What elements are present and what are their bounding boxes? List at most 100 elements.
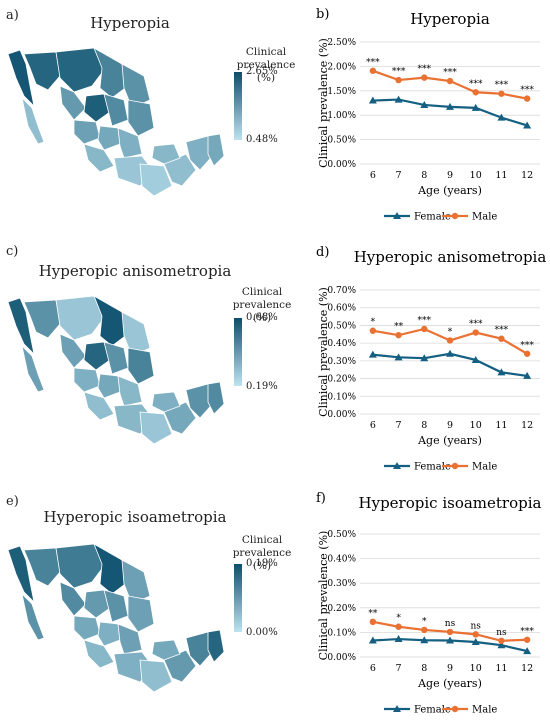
map-region bbox=[73, 367, 101, 393]
series-line-female bbox=[372, 352, 528, 378]
x-tick-label: 6 bbox=[370, 420, 376, 431]
data-point-female bbox=[394, 95, 403, 103]
x-tick-label: 12 bbox=[521, 663, 533, 674]
map-region bbox=[7, 297, 35, 356]
significance-label: *** bbox=[418, 65, 432, 75]
map-title-a: Hyperopia bbox=[90, 14, 170, 32]
data-point-female bbox=[368, 350, 377, 358]
x-tick-label: 7 bbox=[396, 170, 402, 181]
data-point-male bbox=[472, 89, 479, 96]
significance-label: *** bbox=[418, 316, 432, 326]
map-region bbox=[117, 623, 143, 655]
scale-min-c: 0.19% bbox=[246, 381, 278, 392]
data-point-female bbox=[394, 353, 403, 361]
x-axis-label: Age (years) bbox=[417, 434, 482, 447]
y-tick-label: 0.50% bbox=[327, 530, 356, 540]
data-point-female bbox=[420, 100, 429, 108]
color-scale-bar-e bbox=[234, 564, 242, 632]
data-point-male bbox=[498, 335, 505, 342]
data-point-female bbox=[368, 96, 377, 104]
scale-title-a: Clinical prevalence (%) bbox=[236, 46, 296, 84]
y-axis-label: Clinical prevalence (%) bbox=[317, 531, 330, 661]
y-tick-label: 0.00% bbox=[327, 653, 356, 663]
x-axis-label: Age (years) bbox=[417, 677, 482, 690]
data-point-female bbox=[471, 637, 480, 645]
map-region bbox=[139, 411, 173, 445]
x-tick-label: 11 bbox=[495, 663, 507, 674]
map-region bbox=[83, 639, 115, 669]
data-point-male bbox=[472, 631, 479, 638]
color-scale-bar-a bbox=[234, 72, 242, 140]
x-tick-label: 12 bbox=[521, 170, 533, 181]
legend-label: Female bbox=[414, 212, 451, 223]
legend-label: Male bbox=[472, 705, 497, 716]
data-point-female bbox=[471, 103, 480, 111]
data-point-female bbox=[497, 113, 506, 121]
map-region bbox=[83, 391, 115, 421]
data-point-male bbox=[421, 626, 428, 634]
data-point-male bbox=[472, 329, 479, 336]
map-region bbox=[7, 49, 35, 108]
significance-label: * bbox=[396, 614, 401, 624]
scale-max-e: 0.19% bbox=[246, 558, 278, 569]
y-tick-label: 0.50% bbox=[327, 321, 356, 331]
map-region bbox=[207, 133, 225, 167]
x-tick-label: 10 bbox=[470, 420, 482, 431]
map-region bbox=[139, 659, 173, 693]
significance-label: *** bbox=[520, 341, 534, 351]
y-tick-label: 1.00% bbox=[327, 111, 356, 121]
data-point-male bbox=[395, 623, 402, 630]
data-point-male bbox=[369, 618, 377, 626]
y-tick-label: 0.10% bbox=[327, 392, 356, 402]
data-point-female bbox=[497, 641, 506, 649]
map-region bbox=[163, 649, 197, 683]
y-tick-label: 1.50% bbox=[327, 87, 356, 97]
color-scale-bar-c bbox=[234, 318, 242, 386]
map-region bbox=[151, 639, 181, 661]
mexico-map-anisometropia bbox=[7, 295, 225, 445]
map-region bbox=[163, 401, 197, 435]
mexico-map-isoametropia bbox=[7, 543, 225, 693]
y-tick-label: 0.40% bbox=[327, 555, 356, 565]
map-region bbox=[21, 344, 45, 393]
map-region bbox=[117, 375, 143, 407]
x-tick-label: 6 bbox=[370, 170, 376, 181]
map-region bbox=[83, 143, 115, 173]
significance-label: *** bbox=[520, 86, 534, 96]
y-tick-label: 0.50% bbox=[327, 136, 356, 146]
data-point-female bbox=[420, 354, 429, 362]
significance-label: ** bbox=[368, 609, 378, 619]
significance-label: *** bbox=[469, 320, 483, 330]
data-point-male bbox=[395, 76, 402, 84]
legend-marker bbox=[451, 462, 459, 470]
map-region bbox=[117, 127, 143, 159]
y-tick-label: 0.30% bbox=[327, 579, 356, 589]
significance-label: ** bbox=[394, 322, 404, 332]
map-region bbox=[21, 96, 45, 145]
panel-label: f) bbox=[316, 491, 326, 506]
significance-label: *** bbox=[520, 627, 534, 637]
scale-title-c: Clinical prevalence (%) bbox=[232, 286, 292, 324]
data-point-female bbox=[446, 349, 454, 357]
x-tick-label: 9 bbox=[447, 170, 453, 181]
scale-max-a: 2.65% bbox=[246, 66, 278, 77]
y-axis-label: Clinical prevalence (%) bbox=[317, 287, 330, 417]
data-point-female bbox=[420, 636, 429, 644]
data-point-male bbox=[498, 90, 505, 97]
map-region bbox=[83, 93, 111, 123]
map-region bbox=[97, 125, 121, 151]
significance-label: *** bbox=[469, 79, 483, 89]
map-region bbox=[73, 119, 101, 145]
map-region bbox=[21, 592, 45, 641]
y-tick-label: 0.10% bbox=[327, 628, 356, 638]
y-tick-label: 0.00% bbox=[327, 410, 356, 420]
significance-label: ns bbox=[445, 619, 456, 629]
legend-label: Female bbox=[414, 462, 451, 473]
chart-title: Hyperopic isoametropia bbox=[359, 494, 542, 512]
map-region bbox=[59, 333, 87, 369]
data-point-male bbox=[523, 636, 531, 643]
data-point-male bbox=[421, 74, 428, 81]
map-region bbox=[127, 347, 155, 385]
data-point-male bbox=[446, 77, 454, 85]
